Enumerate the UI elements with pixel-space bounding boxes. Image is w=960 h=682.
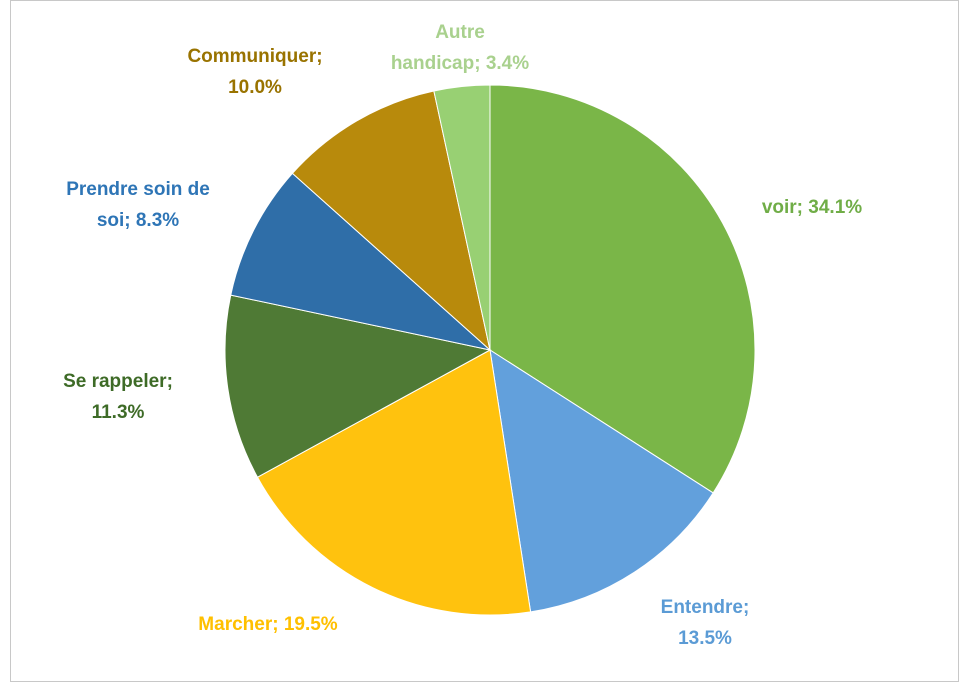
data-label-line: 11.3% bbox=[92, 402, 145, 423]
data-label: Entendre; 13.5% bbox=[661, 597, 750, 649]
data-label-line: Marcher; 19.5% bbox=[198, 614, 338, 635]
data-label-line: 10.0% bbox=[228, 77, 282, 98]
pie-slice bbox=[230, 172, 492, 351]
data-label-line: Communiquer; bbox=[187, 46, 322, 67]
data-label: Prendre soin de soi; 8.3% bbox=[66, 179, 210, 231]
data-label-line: Prendre soin de bbox=[66, 179, 210, 200]
pie-slice bbox=[489, 84, 756, 494]
data-label-line: Se rappeler; bbox=[63, 371, 173, 392]
pie-slice bbox=[224, 294, 492, 478]
data-label: Communiquer; 10.0% bbox=[187, 46, 322, 98]
data-label: Autre handicap; 3.4% bbox=[391, 22, 529, 74]
data-label-line: Autre bbox=[435, 22, 485, 43]
pie-slice bbox=[433, 84, 491, 351]
pie-slice bbox=[256, 349, 532, 616]
pie-slice bbox=[489, 348, 714, 613]
data-label-line: 13.5% bbox=[678, 628, 732, 649]
pie-slice bbox=[291, 90, 491, 352]
data-label-line: Entendre; bbox=[661, 597, 750, 618]
data-label-line: voir; 34.1% bbox=[762, 197, 862, 218]
data-label-line: handicap; 3.4% bbox=[391, 53, 529, 74]
data-label-line: soi; 8.3% bbox=[97, 210, 179, 231]
data-label: Marcher; 19.5% bbox=[198, 614, 338, 635]
data-label: voir; 34.1% bbox=[762, 197, 862, 218]
data-label: Se rappeler; 11.3% bbox=[63, 371, 173, 423]
